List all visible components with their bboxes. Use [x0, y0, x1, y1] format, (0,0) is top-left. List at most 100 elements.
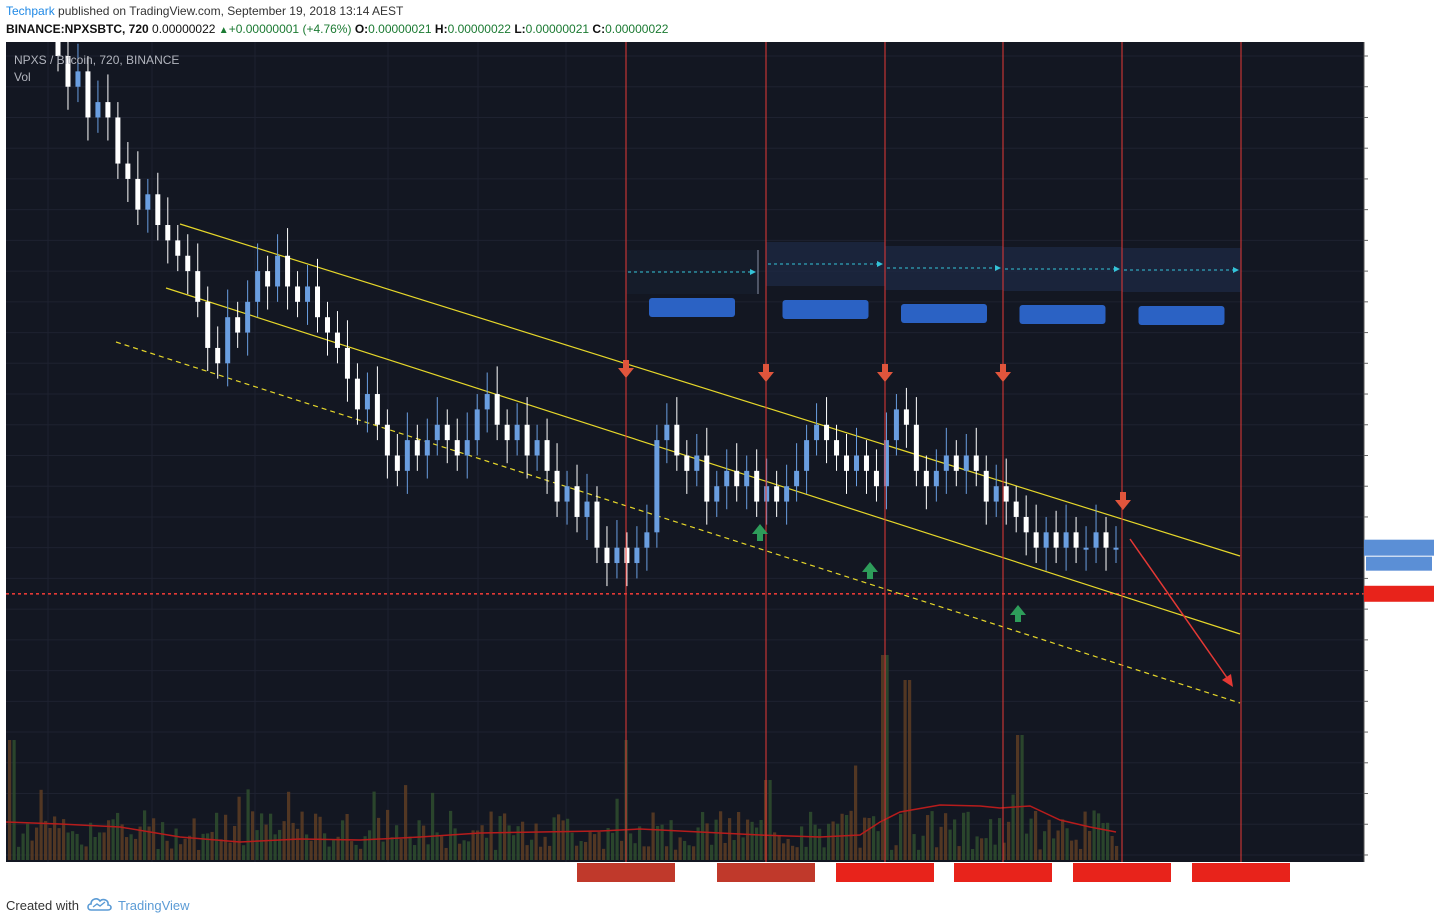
open-value: 0.00000021: [368, 22, 432, 36]
volume-bar: [498, 816, 502, 860]
candle-body: [1043, 532, 1049, 548]
candle-body: [903, 409, 909, 425]
candle-body: [65, 56, 71, 87]
volume-bar: [1083, 811, 1087, 860]
volume-bar: [26, 823, 30, 860]
candle-body: [334, 332, 340, 348]
projection-arrowhead-icon: [1222, 674, 1233, 687]
volume-bar: [246, 789, 250, 860]
candle-body: [235, 317, 241, 333]
volume-bar: [1043, 831, 1047, 860]
volume-bar: [1088, 830, 1092, 860]
candle-body: [344, 347, 350, 379]
candle-body: [983, 470, 989, 502]
volume-bar: [543, 836, 547, 860]
up-triangle-icon: ▲: [218, 25, 229, 36]
candle-body: [554, 470, 560, 502]
candle-body: [75, 71, 81, 87]
volume-bar: [710, 844, 714, 860]
volume-bar: [116, 812, 120, 860]
volume-bar: [552, 817, 556, 860]
tradingview-link[interactable]: TradingView: [118, 898, 190, 913]
volume-bar: [75, 833, 79, 860]
volume-bar: [714, 819, 718, 860]
volume-bar: [606, 828, 610, 860]
volume-bar: [593, 834, 597, 860]
volume-bar: [1065, 828, 1069, 860]
volume-bar: [161, 822, 165, 860]
volume-bar: [48, 827, 52, 860]
candle-body: [315, 286, 321, 318]
volume-bar: [458, 843, 462, 860]
volume-bar: [1106, 822, 1110, 860]
range-arrowhead-icon: [877, 261, 883, 267]
candle-body: [604, 547, 610, 564]
candle-body: [255, 271, 261, 302]
volume-bar: [840, 813, 844, 860]
candle-body: [1113, 547, 1119, 550]
volume-bar: [287, 791, 291, 860]
volume-bar: [143, 810, 147, 860]
candle-body: [364, 394, 370, 410]
volume-bar: [984, 838, 988, 860]
volume-bar: [395, 825, 399, 860]
candle-body: [893, 409, 899, 441]
price-chart[interactable]: NPXS / Bitcoin, 720, BINANCE Vol: [0, 42, 1440, 885]
volume-bar: [120, 824, 124, 860]
volume-bar: [251, 811, 255, 860]
candle-body: [464, 440, 470, 456]
volume-bar: [264, 824, 268, 860]
volume-bar: [300, 811, 304, 860]
range-arrowhead-icon: [1114, 266, 1120, 272]
volume-bar: [602, 848, 606, 860]
volume-bar: [314, 813, 318, 860]
volume-bar: [917, 849, 921, 860]
volume-bar: [674, 849, 678, 860]
candle-body: [354, 378, 360, 410]
up-arrow-icon: [1010, 605, 1026, 615]
volume-bar: [948, 829, 952, 860]
cloud-icon: [87, 898, 112, 911]
volume-bar: [476, 830, 480, 860]
volume-bar: [957, 846, 961, 860]
volume-bar: [921, 835, 925, 860]
volume-bar: [102, 832, 106, 860]
support-price-box: [1364, 585, 1434, 602]
volume-bar: [696, 827, 700, 860]
volume-bar: [89, 822, 93, 860]
volume-bar: [845, 815, 849, 860]
candle-body: [504, 424, 510, 441]
volume-bar: [579, 841, 583, 860]
down-arrow-head-icon: [618, 368, 634, 378]
volume-bar: [84, 846, 88, 860]
volume-bar: [399, 838, 403, 860]
candle-body: [275, 255, 281, 287]
volume-bar: [867, 818, 871, 860]
volume-bar: [863, 817, 867, 860]
volume-bar: [728, 818, 732, 860]
volume-bar: [345, 813, 349, 860]
volume-bar: [660, 824, 664, 860]
candle-body: [664, 424, 670, 441]
volume-bar: [665, 846, 669, 860]
volume-bar: [732, 840, 736, 860]
candle-body: [185, 255, 191, 272]
volume-bar: [1047, 819, 1051, 860]
volume-bar: [98, 832, 102, 860]
channel-middle-line: [165, 287, 1241, 635]
candle-body: [105, 102, 111, 118]
volume-bar: [975, 836, 979, 860]
volume-bar: [809, 811, 813, 860]
volume-bar: [305, 834, 309, 860]
volume-bar: [1101, 823, 1105, 860]
volume-bar: [1115, 845, 1119, 860]
candle-body: [824, 424, 830, 441]
author-link[interactable]: Techpark: [6, 4, 55, 18]
volume-bar: [125, 837, 129, 860]
volume-bar: [17, 846, 21, 860]
candle-body: [95, 102, 101, 118]
volume-bar: [1034, 811, 1038, 860]
volume-bar: [197, 849, 201, 860]
candle-body: [943, 455, 949, 471]
down-arrow-head-icon: [995, 372, 1011, 382]
